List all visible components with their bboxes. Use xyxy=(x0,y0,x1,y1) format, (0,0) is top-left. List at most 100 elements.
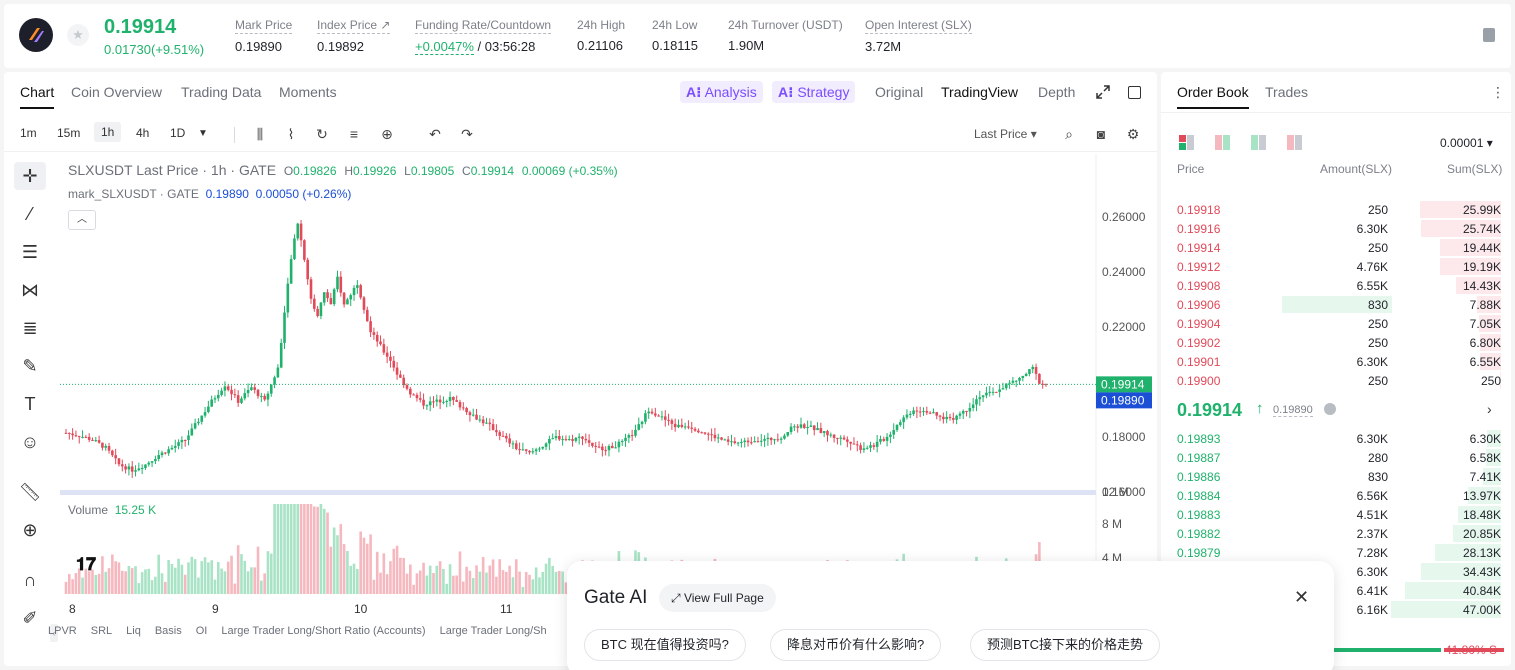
camera-icon[interactable]: ◙ xyxy=(1096,126,1106,142)
gear-icon[interactable]: ⚙ xyxy=(1126,126,1140,142)
ruler-icon[interactable]: 📏︎ xyxy=(18,481,42,502)
magnet-icon[interactable]: ∩ xyxy=(23,569,37,590)
add-indicator-icon[interactable]: ⊕ xyxy=(381,126,393,142)
horizontal-lines-icon[interactable]: ☰ xyxy=(21,241,39,262)
book-mode-split-icon[interactable] xyxy=(1215,135,1231,151)
legend-collapse-button[interactable]: ︿ xyxy=(68,210,96,230)
redo-icon[interactable]: ↷ xyxy=(461,126,473,142)
indicator-basis[interactable]: Basis xyxy=(154,625,182,637)
candle-body xyxy=(912,410,915,414)
ai-analysis-button[interactable]: A⁝ Analysis xyxy=(680,81,763,103)
bid-row[interactable]: 0.19886 830 7.41K xyxy=(1161,467,1511,486)
pencil-icon[interactable]: ✐ xyxy=(22,607,38,628)
zoom-in-icon[interactable]: ⊕ xyxy=(22,519,38,540)
indicator-large-trader-positions[interactable]: Large Trader Long/Sh xyxy=(439,625,547,637)
view-full-page-button[interactable]: ⤢ View Full Page xyxy=(659,584,776,612)
stat-index-price[interactable]: Index Price ↗ 0.19892 xyxy=(317,18,391,54)
candle-body xyxy=(859,445,862,450)
ask-row[interactable]: 0.19912 4.76K 19.19K xyxy=(1161,257,1511,276)
ask-row[interactable]: 0.19916 6.30K 25.74K xyxy=(1161,219,1511,238)
bid-row[interactable]: 0.19882 2.37K 20.85K xyxy=(1161,524,1511,543)
tab-coin-overview[interactable]: Coin Overview xyxy=(71,84,163,100)
tab-tradingview[interactable]: TradingView xyxy=(941,84,1019,100)
indicators-icon[interactable]: ⌇ xyxy=(287,126,295,142)
bid-row[interactable]: 6.16K 47.00K xyxy=(1161,600,1511,619)
bid-row[interactable]: 0.19893 6.30K 6.30K xyxy=(1161,429,1511,448)
bid-row[interactable]: 0.19884 6.56K 13.97K xyxy=(1161,486,1511,505)
chevron-right-icon[interactable]: › xyxy=(1487,401,1492,417)
candle-body xyxy=(359,285,362,298)
indicator-oi[interactable]: OI xyxy=(195,625,208,637)
timeframe-15m[interactable]: 15m xyxy=(57,126,81,140)
refresh-icon[interactable]: ↻ xyxy=(316,126,328,142)
timeframe-1h[interactable]: 1h xyxy=(94,122,122,142)
timeframe-1d[interactable]: 1D xyxy=(170,126,186,140)
candle-body xyxy=(799,424,803,428)
emoji-icon[interactable]: ☺ xyxy=(20,431,40,452)
indicator-large-trader-accounts[interactable]: Large Trader Long/Short Ratio (Accounts) xyxy=(221,625,426,637)
tab-chart[interactable]: Chart xyxy=(20,84,55,109)
ai-question-1[interactable]: BTC 现在值得投资吗? xyxy=(584,629,746,661)
tab-depth[interactable]: Depth xyxy=(1038,84,1076,100)
pattern-icon[interactable]: ⋈ xyxy=(21,279,39,300)
tab-trading-data[interactable]: Trading Data xyxy=(181,84,262,100)
candle-body xyxy=(928,412,932,414)
book-mode-both-icon[interactable] xyxy=(1179,135,1195,151)
tab-original[interactable]: Original xyxy=(875,84,924,100)
candle-body xyxy=(899,422,902,425)
book-mode-asks-icon[interactable] xyxy=(1287,135,1303,151)
book-mode-bids-icon[interactable] xyxy=(1251,135,1267,151)
stat-funding-rate[interactable]: Funding Rate/Countdown +0.0047% / 03:56:… xyxy=(415,18,552,55)
bid-row[interactable]: 0.19879 7.28K 28.13K xyxy=(1161,543,1511,562)
tab-moments[interactable]: Moments xyxy=(279,84,337,100)
stat-mark-price[interactable]: Mark Price 0.19890 xyxy=(235,18,293,54)
mid-mark-price[interactable]: 0.19890 xyxy=(1273,404,1313,417)
text-icon[interactable]: T xyxy=(24,393,36,414)
indicator-srl[interactable]: SRL xyxy=(90,625,113,637)
settings-list-icon[interactable]: ≡ xyxy=(349,126,359,142)
ai-strategy-button[interactable]: A⁝ Strategy xyxy=(772,81,856,103)
ask-row[interactable]: 0.19914 250 19.44K xyxy=(1161,238,1511,257)
search-icon[interactable]: ⌕ xyxy=(1065,126,1073,142)
x-tick-label: 11 xyxy=(500,602,513,616)
ai-question-3[interactable]: 预测BTC接下来的价格走势 xyxy=(970,629,1161,661)
crosshair-icon[interactable]: ✛ xyxy=(14,162,46,190)
trend-line-icon[interactable]: ⁄ xyxy=(28,203,32,224)
undo-icon[interactable]: ↶ xyxy=(429,126,441,142)
bid-row[interactable]: 0.19883 4.51K 18.48K xyxy=(1161,505,1511,524)
toolbar-collapse-handle[interactable]: ‹ xyxy=(50,624,58,642)
window-icon[interactable] xyxy=(1128,86,1141,99)
ask-sum: 25.99K xyxy=(1462,203,1501,217)
candle-body xyxy=(415,394,419,399)
fib-icon[interactable]: ≣ xyxy=(22,317,38,338)
ask-row[interactable]: 0.19902 250 6.80K xyxy=(1161,333,1511,352)
candle-body xyxy=(342,292,346,305)
timeframe-1m[interactable]: 1m xyxy=(20,126,37,140)
precision-select[interactable]: 0.00001 ▾ xyxy=(1440,136,1493,150)
ask-row[interactable]: 0.19906 830 7.88K xyxy=(1161,295,1511,314)
price-type-select[interactable]: Last Price ▾ xyxy=(974,127,1037,141)
tab-trades[interactable]: Trades xyxy=(1265,84,1309,100)
book-icon[interactable] xyxy=(1483,28,1495,42)
tab-order-book[interactable]: Order Book xyxy=(1177,84,1249,109)
stat-open-interest[interactable]: Open Interest (SLX) 3.72M xyxy=(865,18,972,54)
ai-question-2[interactable]: 降息对币价有什么影响? xyxy=(770,629,942,661)
ask-row[interactable]: 0.19908 6.55K 14.43K xyxy=(1161,276,1511,295)
expand-icon[interactable] xyxy=(1096,85,1110,99)
bid-row[interactable]: 6.30K 34.43K xyxy=(1161,562,1511,581)
candle-type-icon[interactable]: ⫼ xyxy=(256,126,264,142)
timeframe-dropdown-icon[interactable]: ▼ xyxy=(198,128,208,139)
ask-row[interactable]: 0.19918 250 25.99K xyxy=(1161,200,1511,219)
bid-row[interactable]: 6.41K 40.84K xyxy=(1161,581,1511,600)
close-icon[interactable]: ✕ xyxy=(1294,587,1310,607)
ask-row[interactable]: 0.19901 6.30K 6.55K xyxy=(1161,352,1511,371)
ask-row[interactable]: 0.19900 250 250 xyxy=(1161,371,1511,390)
ask-row[interactable]: 0.19904 250 7.05K xyxy=(1161,314,1511,333)
bid-row[interactable]: 0.19887 280 6.58K xyxy=(1161,448,1511,467)
indicator-lpvr[interactable]: LPVR xyxy=(48,625,77,637)
more-options-icon[interactable]: ⋮ xyxy=(1491,84,1505,100)
favorite-star-icon[interactable]: ★ xyxy=(67,24,89,46)
brush-icon[interactable]: ✎ xyxy=(22,355,38,376)
timeframe-4h[interactable]: 4h xyxy=(136,126,150,140)
indicator-liq[interactable]: Liq xyxy=(126,625,141,637)
